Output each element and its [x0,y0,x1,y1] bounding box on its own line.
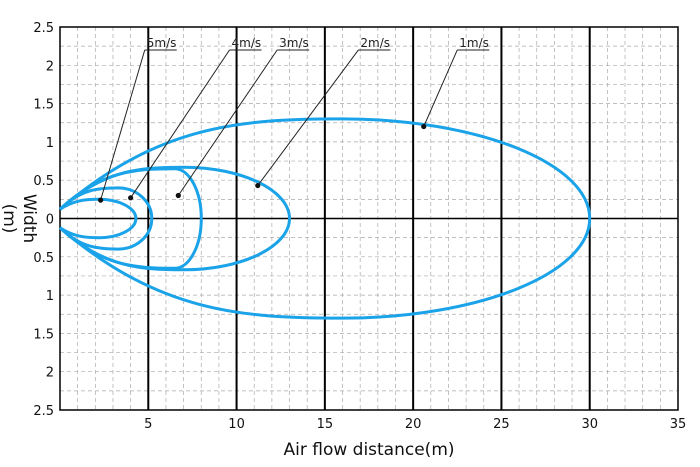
y-tick-label: 1.5 [33,327,54,342]
curve-4m-s [58,186,154,251]
x-axis-title: Air flow distance(m) [283,440,454,460]
x-tick-label: 25 [493,417,510,432]
curve-2m-s [58,165,292,272]
callout-label: 3m/s [279,36,309,50]
callout-label: 2m/s [360,36,390,50]
callout-leader [423,49,458,127]
y-axis-title-line: Width [19,194,39,243]
y-tick-label: 2.5 [33,21,54,36]
y-tick-label: 2 [46,366,54,381]
x-tick-label: 20 [405,417,422,432]
tick-labels: 5 10 15 20 25 30 35 2.5 2 1.5 1 0.5 0 0.5 1 1.5 2 2.5 [33,21,686,432]
callout-marker [421,123,427,130]
callout-label: 1m/s [459,36,489,50]
y-tick-label: 2.5 [33,404,54,419]
y-tick-label: 1 [46,289,54,304]
callout-label: 4m/s [232,36,262,50]
callout-leader [130,49,230,199]
x-tick-label: 30 [581,417,598,432]
plot-frame [59,26,679,411]
callout-marker [255,182,261,189]
y-axis-title-line: (m) [0,204,19,234]
x-tick-label: 5 [144,417,152,432]
y-tick-label: 0.5 [33,251,54,266]
curves [58,117,592,320]
y-tick-label: 0 [46,213,54,228]
curve-1m-s [59,117,592,320]
callout-leader [177,49,278,196]
y-axis-title: Width(m) [0,194,39,243]
x-tick-label: 15 [317,417,334,432]
x-tick-label: 35 [670,417,687,432]
y-tick-label: 0.5 [33,174,54,189]
y-tick-label: 2 [46,59,54,74]
callout-marker [175,192,181,199]
y-tick-label: 1 [46,136,54,151]
callout-leader [100,49,146,201]
callouts: 5m/s 4m/s 3m/s 2m/s 1m/s [98,36,490,203]
x-tick-label: 10 [228,417,245,432]
callout-label: 5m/s [147,36,177,50]
callout-leader [257,49,359,186]
curve-5m-s [59,197,138,240]
callout-marker [128,195,134,201]
y-tick-label: 1.5 [33,98,54,113]
grid [59,26,679,411]
callout-marker [98,197,104,203]
